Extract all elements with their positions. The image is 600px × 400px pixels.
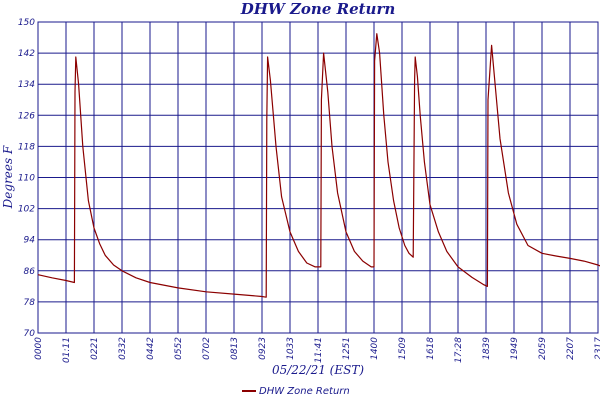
y-tick-label: 70 <box>24 329 36 339</box>
x-tick-label: 1509 <box>398 337 408 360</box>
x-tick-label: 1839 <box>482 337 492 360</box>
y-tick-label: 94 <box>24 236 36 246</box>
legend: DHW Zone Return <box>242 386 350 397</box>
y-tick-label: 110 <box>18 174 35 184</box>
x-tick-label: 01:11 <box>62 337 72 363</box>
x-tick-label: 1400 <box>370 337 380 360</box>
x-tick-label: 1251 <box>342 337 352 360</box>
x-tick-label: 0813 <box>230 337 240 360</box>
x-tick-label: 2207 <box>566 337 576 360</box>
y-tick-label: 142 <box>18 49 35 59</box>
y-axis-label: Degrees F <box>1 145 15 209</box>
x-axis-label: 05/22/21 (EST) <box>272 363 364 377</box>
y-tick-label: 78 <box>24 298 36 308</box>
x-tick-label: 1033 <box>286 337 296 360</box>
grid <box>37 21 599 334</box>
series-layer <box>37 33 600 298</box>
x-tick-label: 0442 <box>146 337 156 360</box>
y-tick-label: 86 <box>24 267 36 277</box>
y-tick-label: 126 <box>18 111 35 121</box>
x-axis-ticks: 0000 01:11 0221 0332 0442 0552 0702 0813 0923 103… <box>34 337 600 363</box>
chart-title: DHW Zone Return <box>240 0 396 18</box>
x-tick-label: 0000 <box>34 337 44 360</box>
y-axis-ticks: 70 78 86 94 102 110 118 126 134 142 150 <box>18 18 35 339</box>
x-tick-label: 2317 <box>594 337 600 360</box>
x-tick-label: 0923 <box>258 337 268 360</box>
x-tick-label: 1949 <box>510 337 520 360</box>
x-tick-label: 0332 <box>118 337 128 360</box>
x-tick-label: 2059 <box>538 337 548 360</box>
x-tick-label: 0702 <box>202 337 212 360</box>
x-tick-label: 1618 <box>426 337 436 360</box>
x-tick-label: 11:41 <box>314 337 324 363</box>
y-tick-label: 118 <box>18 142 35 152</box>
legend-label: DHW Zone Return <box>259 386 350 397</box>
y-tick-label: 102 <box>18 205 35 215</box>
y-tick-label: 134 <box>18 80 35 90</box>
x-tick-label: 17:28 <box>454 337 464 363</box>
x-tick-label: 0552 <box>174 337 184 360</box>
y-tick-label: 150 <box>18 18 35 28</box>
x-tick-label: 0221 <box>90 337 100 360</box>
series-line <box>37 33 600 298</box>
